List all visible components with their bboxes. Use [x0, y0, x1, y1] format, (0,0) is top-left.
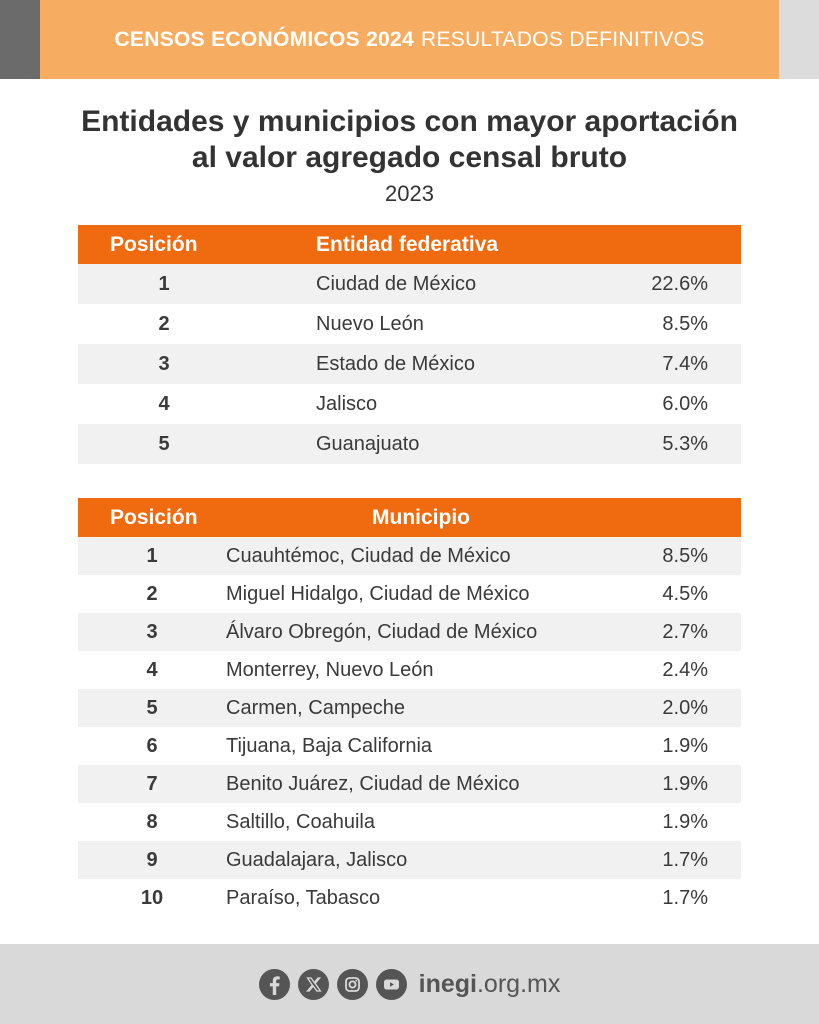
- website-link-bold: inegi: [418, 969, 477, 998]
- website-link[interactable]: inegi.org.mx: [419, 970, 561, 999]
- row-name: Álvaro Obregón, Ciudad de México: [226, 613, 636, 651]
- column-header-entity: Entidad federativa: [250, 225, 636, 264]
- table-row: 1 Cuauhtémoc, Ciudad de México 8.5%: [78, 537, 741, 575]
- row-position: 5: [78, 689, 226, 727]
- row-name: Jalisco: [250, 384, 636, 424]
- row-percent: 1.7%: [636, 841, 741, 879]
- row-name: Saltillo, Coahuila: [226, 803, 636, 841]
- row-position: 10: [78, 879, 226, 917]
- row-percent: 1.9%: [636, 803, 741, 841]
- row-percent: 1.7%: [636, 879, 741, 917]
- footer-bar: inegi.org.mx: [0, 944, 819, 1024]
- page-title: Entidades y municipios con mayor aportac…: [0, 104, 819, 176]
- row-percent: 8.5%: [636, 537, 741, 575]
- municipalities-table-header: Posición Municipio: [78, 498, 741, 537]
- column-header-municipality: Municipio: [226, 498, 636, 537]
- facebook-icon[interactable]: [258, 968, 290, 1000]
- header-title-light: RESULTADOS DEFINITIVOS: [420, 27, 705, 51]
- row-name: Ciudad de México: [250, 264, 636, 304]
- table-row: 10 Paraíso, Tabasco 1.7%: [78, 879, 741, 917]
- row-name: Nuevo León: [250, 304, 636, 344]
- website-link-domain: .org.mx: [476, 969, 561, 998]
- row-position: 7: [78, 765, 226, 803]
- row-percent: 2.4%: [636, 651, 741, 689]
- table-row: 3 Estado de México 7.4%: [78, 344, 741, 384]
- municipalities-table: Posición Municipio 1 Cuauhtémoc, Ciudad d…: [78, 498, 741, 917]
- row-percent: 1.9%: [636, 727, 741, 765]
- row-name: Estado de México: [250, 344, 636, 384]
- row-position: 3: [78, 613, 226, 651]
- table-row: 7 Benito Juárez, Ciudad de México 1.9%: [78, 765, 741, 803]
- row-percent: 6.0%: [636, 384, 741, 424]
- banner-left-strip: [0, 0, 40, 79]
- row-name: Benito Juárez, Ciudad de México: [226, 765, 636, 803]
- page-title-line2: al valor agregado censal bruto: [191, 141, 628, 174]
- table-row: 4 Jalisco 6.0%: [78, 384, 741, 424]
- row-name: Monterrey, Nuevo León: [226, 651, 636, 689]
- instagram-icon[interactable]: [336, 968, 368, 1000]
- table-row: 2 Miguel Hidalgo, Ciudad de México 4.5%: [78, 575, 741, 613]
- row-position: 6: [78, 727, 226, 765]
- column-header-percent: [636, 498, 741, 537]
- column-header-percent: [636, 225, 741, 264]
- header-title-strong: CENSOS ECONÓMICOS 2024: [114, 27, 414, 51]
- table-row: 9 Guadalajara, Jalisco 1.7%: [78, 841, 741, 879]
- table-row: 6 Tijuana, Baja California 1.9%: [78, 727, 741, 765]
- table-row: 2 Nuevo León 8.5%: [78, 304, 741, 344]
- entities-table-header: Posición Entidad federativa: [78, 225, 741, 264]
- row-position: 8: [78, 803, 226, 841]
- table-row: 1 Ciudad de México 22.6%: [78, 264, 741, 304]
- page-year: 2023: [385, 181, 434, 206]
- row-percent: 7.4%: [636, 344, 741, 384]
- row-position: 2: [78, 575, 226, 613]
- row-percent: 2.7%: [636, 613, 741, 651]
- row-name: Guanajuato: [250, 424, 636, 464]
- row-position: 4: [78, 384, 250, 424]
- entities-table: Posición Entidad federativa 1 Ciudad de M…: [78, 225, 741, 464]
- column-header-position: Posición: [78, 225, 250, 264]
- row-position: 9: [78, 841, 226, 879]
- row-position: 4: [78, 651, 226, 689]
- row-percent: 4.5%: [636, 575, 741, 613]
- table-row: 4 Monterrey, Nuevo León 2.4%: [78, 651, 741, 689]
- page-title-line1: Entidades y municipios con mayor aportac…: [81, 105, 738, 138]
- row-name: Miguel Hidalgo, Ciudad de México: [226, 575, 636, 613]
- table-row: 5 Guanajuato 5.3%: [78, 424, 741, 464]
- table-row: 5 Carmen, Campeche 2.0%: [78, 689, 741, 727]
- row-percent: 2.0%: [636, 689, 741, 727]
- row-name: Paraíso, Tabasco: [226, 879, 636, 917]
- row-name: Carmen, Campeche: [226, 689, 636, 727]
- youtube-icon[interactable]: [375, 968, 407, 1000]
- row-position: 5: [78, 424, 250, 464]
- row-position: 1: [78, 537, 226, 575]
- header-banner: CENSOS ECONÓMICOS 2024 RESULTADOS DEFINI…: [40, 0, 779, 79]
- row-percent: 1.9%: [636, 765, 741, 803]
- table-row: 8 Saltillo, Coahuila 1.9%: [78, 803, 741, 841]
- row-percent: 22.6%: [636, 264, 741, 304]
- row-position: 2: [78, 304, 250, 344]
- row-name: Cuauhtémoc, Ciudad de México: [226, 537, 636, 575]
- row-position: 3: [78, 344, 250, 384]
- row-name: Guadalajara, Jalisco: [226, 841, 636, 879]
- row-name: Tijuana, Baja California: [226, 727, 636, 765]
- row-position: 1: [78, 264, 250, 304]
- row-percent: 5.3%: [636, 424, 741, 464]
- banner-right-strip: [779, 0, 819, 79]
- column-header-position: Posición: [78, 498, 226, 537]
- row-percent: 8.5%: [636, 304, 741, 344]
- x-icon[interactable]: [297, 968, 329, 1000]
- table-row: 3 Álvaro Obregón, Ciudad de México 2.7%: [78, 613, 741, 651]
- top-banner-band: CENSOS ECONÓMICOS 2024 RESULTADOS DEFINI…: [0, 0, 819, 79]
